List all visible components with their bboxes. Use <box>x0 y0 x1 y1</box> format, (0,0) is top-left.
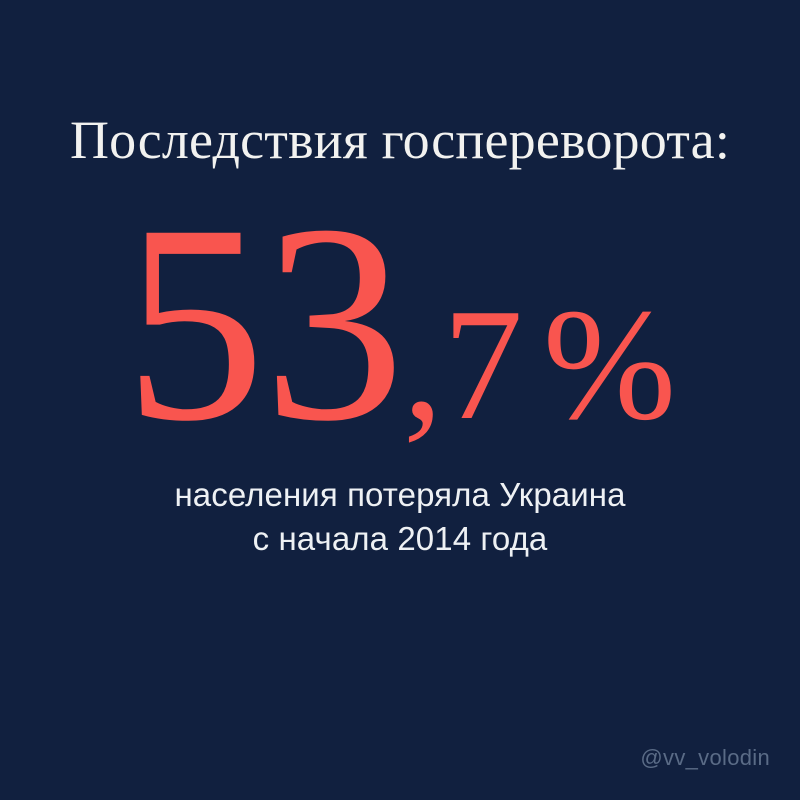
caption-line-1: населения потеряла Украина <box>174 476 626 513</box>
statistic-figure: 53,7% <box>0 167 800 480</box>
statistic-decimal-part: ,7 <box>402 275 523 453</box>
statistic-percent-sign: % <box>542 275 677 453</box>
statistic-integer-part: 53 <box>123 167 405 480</box>
page-title: Последствия госпереворота: <box>69 110 731 170</box>
statistic-caption: населения потеряла Украина с начала 2014… <box>0 473 800 561</box>
caption-line-2: с начала 2014 года <box>252 520 548 557</box>
watermark-handle: @vv_volodin <box>640 745 770 770</box>
